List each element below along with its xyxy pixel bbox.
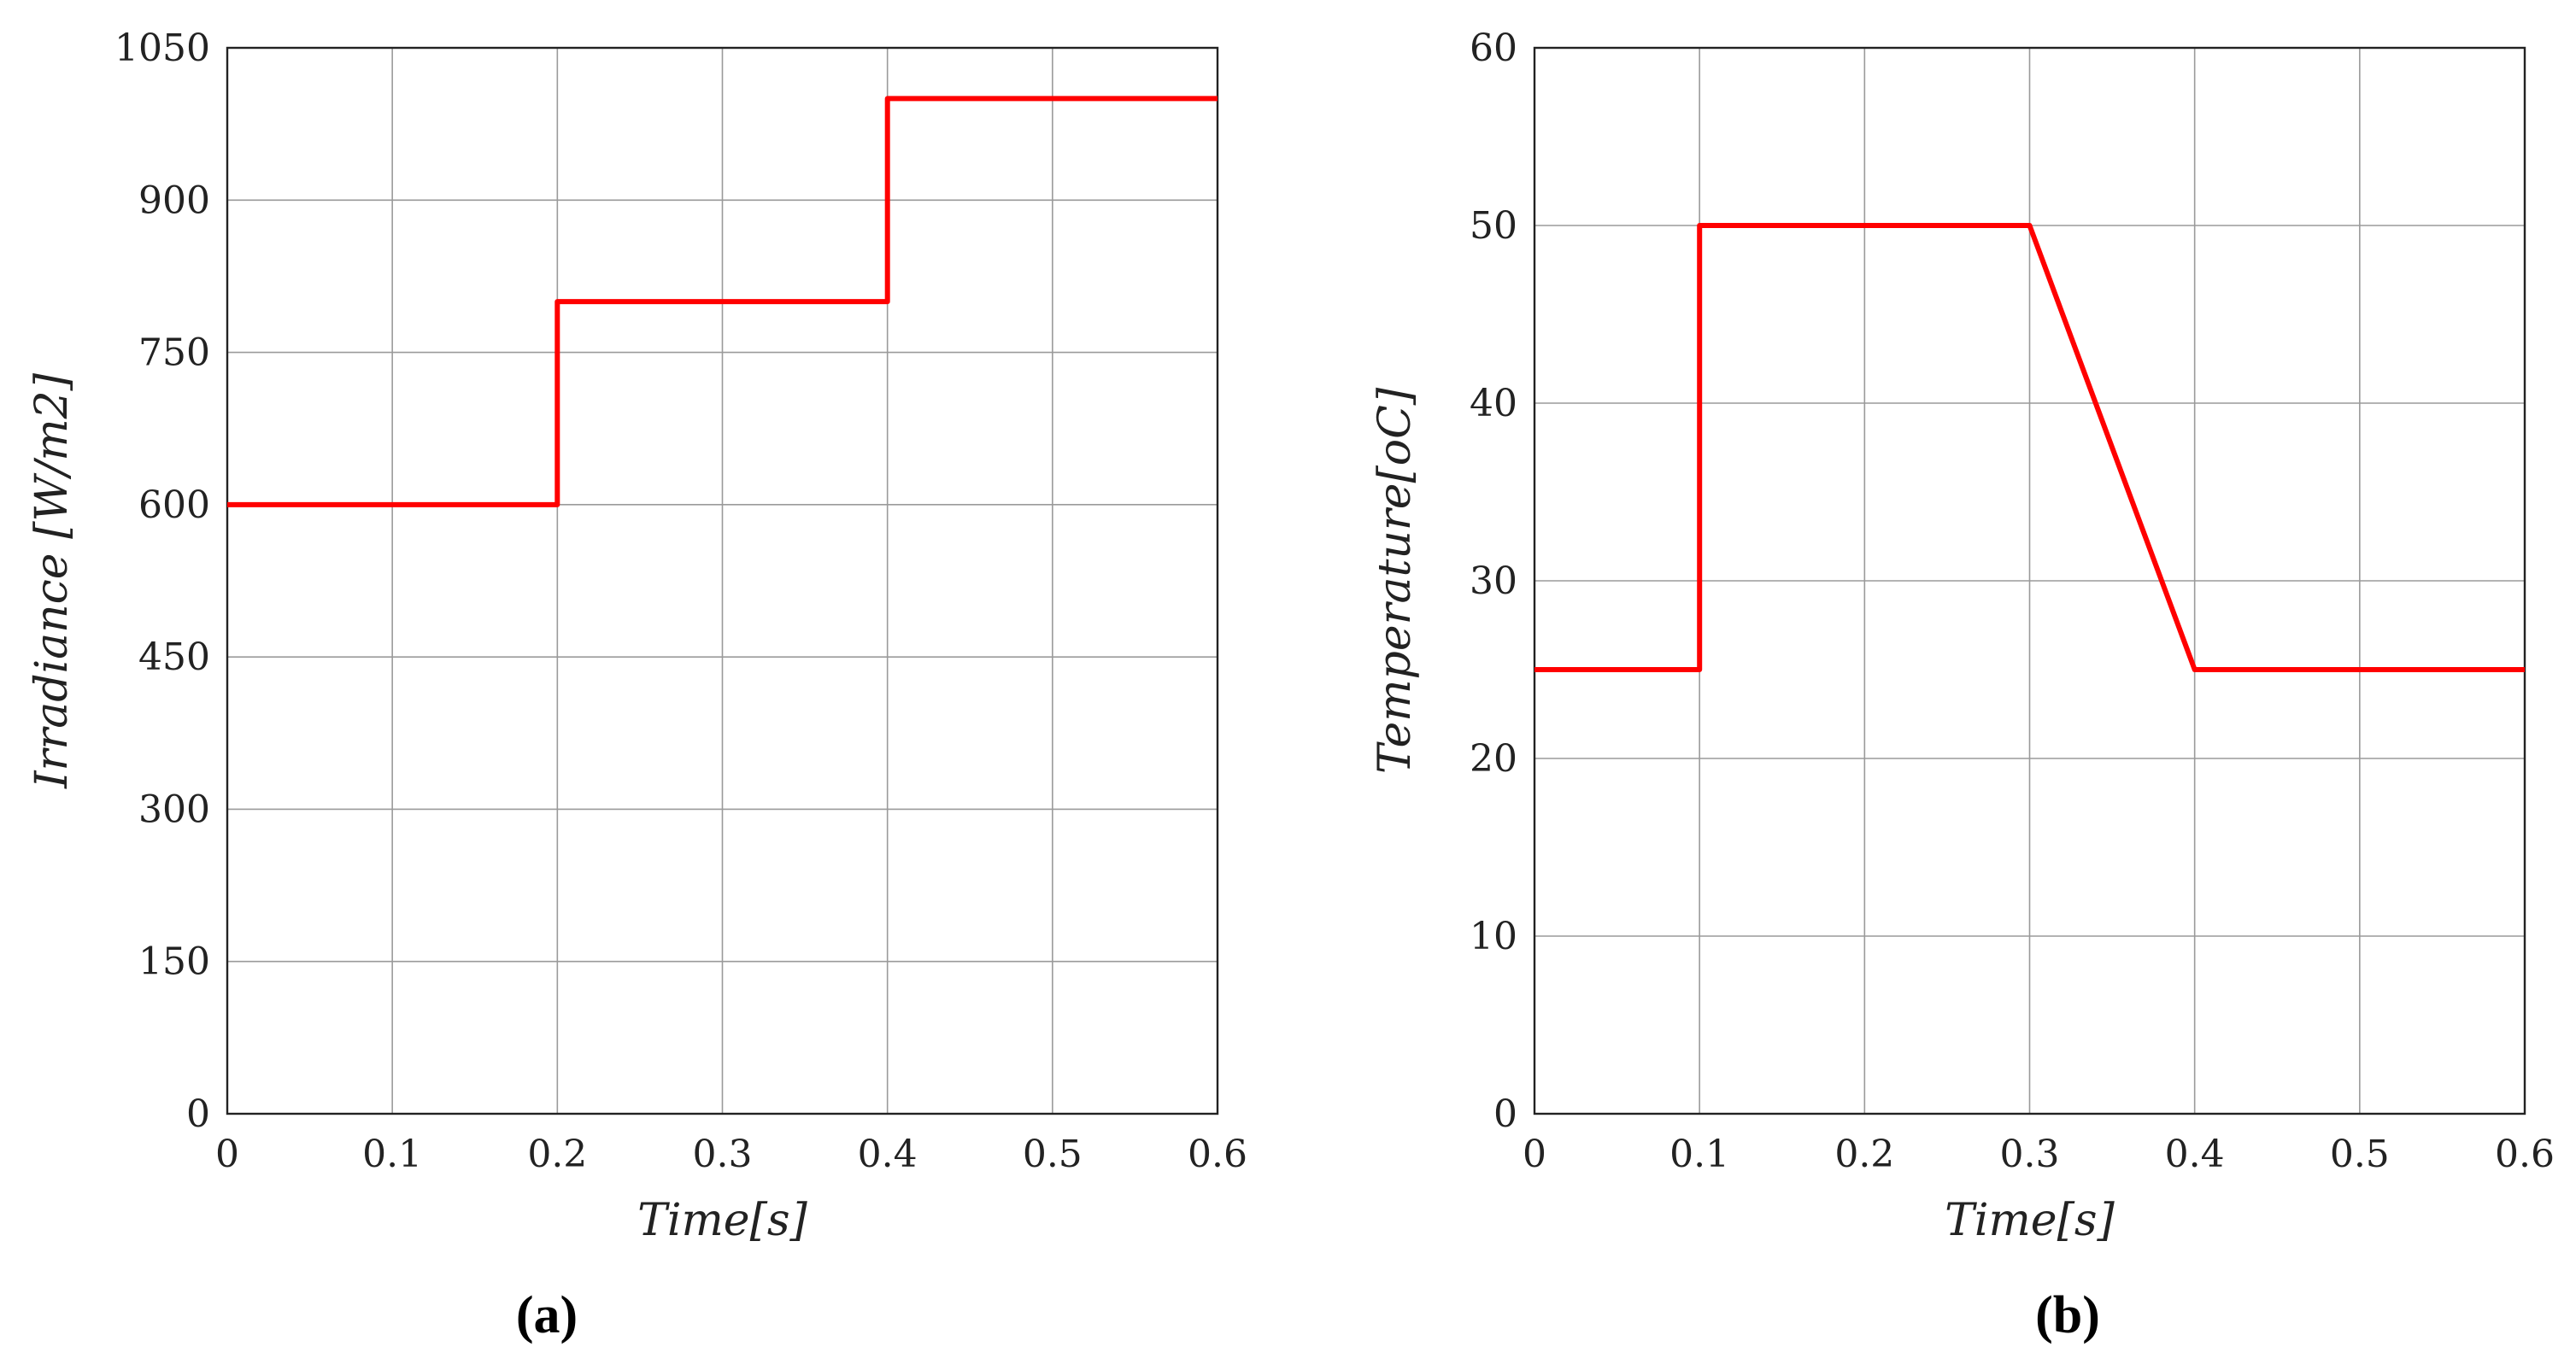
plot-frame xyxy=(226,46,1219,1115)
x-tick-label: 0.3 xyxy=(693,1133,753,1176)
y-tick-label: 300 xyxy=(138,787,210,831)
y-tick-label: 1050 xyxy=(114,26,210,70)
x-tick-label: 0.1 xyxy=(362,1133,422,1176)
x-tick-label: 0.6 xyxy=(2495,1133,2555,1176)
y-tick-label: 450 xyxy=(138,635,210,679)
y-tick-label: 900 xyxy=(138,179,210,222)
plot-frame xyxy=(1533,46,2526,1115)
y-tick-label: 40 xyxy=(1470,382,1517,425)
x-axis-label: Time[s] xyxy=(1945,1195,2115,1246)
x-tick-label: 0.6 xyxy=(1188,1133,1247,1176)
y-tick-label: 0 xyxy=(1493,1092,1517,1136)
y-tick-label: 60 xyxy=(1470,26,1517,70)
y-tick-label: 30 xyxy=(1470,559,1517,603)
x-tick-label: 0.3 xyxy=(2000,1133,2060,1176)
series-line xyxy=(1534,223,2525,672)
y-tick-label: 10 xyxy=(1470,915,1517,958)
x-tick-label: 0.4 xyxy=(858,1133,918,1176)
x-tick-label: 0 xyxy=(215,1133,239,1176)
y-tick-label: 0 xyxy=(186,1092,210,1136)
x-tick-label: 0.4 xyxy=(2165,1133,2225,1176)
y-tick-label: 20 xyxy=(1470,737,1517,781)
y-axis-label: Temperature[oC] xyxy=(1370,387,1421,774)
x-axis-label: Time[s] xyxy=(637,1195,807,1246)
y-tick-label: 600 xyxy=(138,483,210,527)
y-tick-label: 50 xyxy=(1470,204,1517,248)
x-tick-label: 0.2 xyxy=(527,1133,587,1176)
x-tick-label: 0.2 xyxy=(1834,1133,1894,1176)
series-line xyxy=(227,96,1218,507)
panel-label: (a) xyxy=(516,1286,578,1344)
x-tick-label: 0.5 xyxy=(1023,1133,1083,1176)
y-axis-label: Irradiance [W/m2] xyxy=(26,372,78,789)
panel-label: (b) xyxy=(2035,1286,2100,1344)
y-tick-label: 750 xyxy=(138,331,210,375)
x-tick-label: 0.1 xyxy=(1669,1133,1729,1176)
x-tick-label: 0.5 xyxy=(2330,1133,2390,1176)
chart-temperature: 0 0.1 0.2 0.3 0.4 0.5 0.6 0 10 20 30 40 50 60 Time[s] T… xyxy=(1370,26,2555,1344)
chart-irradiance: 0 0.1 0.2 0.3 0.4 0.5 0.6 0 150 300 450 600 750 900 10… xyxy=(26,26,1247,1344)
y-tick-label: 150 xyxy=(138,940,210,984)
x-tick-label: 0 xyxy=(1523,1133,1546,1176)
